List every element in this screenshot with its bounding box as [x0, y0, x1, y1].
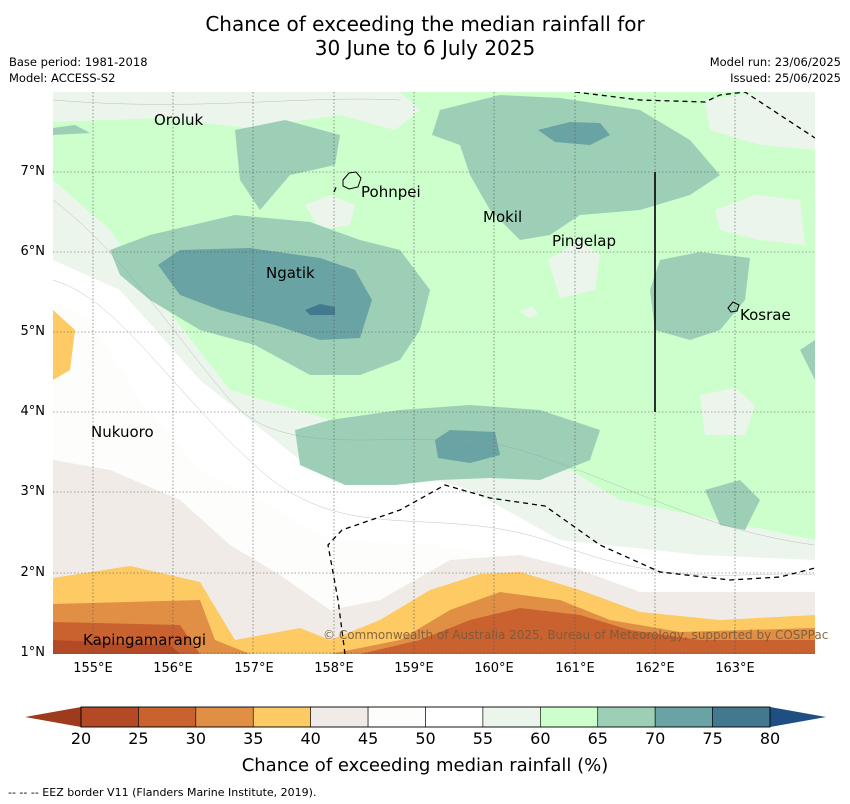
lat-label-7n: 7°N: [20, 164, 46, 179]
colorbar-segment: [252, 706, 311, 728]
colorbar-segment: [712, 706, 771, 728]
eez-border: [327, 92, 815, 654]
lat-label-6n: 6°N: [20, 244, 46, 259]
band-20: [53, 640, 180, 654]
lat-label-4n: 4°N: [20, 404, 46, 419]
place-kapingamarangi: Kapingamarangi: [83, 631, 207, 649]
lon-label-162: 162°E: [635, 661, 675, 676]
patch-d: [715, 195, 805, 245]
ngatik-75: [305, 304, 335, 315]
graticule: [53, 92, 815, 654]
mokil-atoll-patch: [520, 306, 538, 318]
kosrae-65: [650, 252, 750, 340]
patch-b: [548, 240, 600, 298]
colorbar-segment: [654, 706, 713, 728]
colorbar-tick-label: 65: [587, 729, 608, 748]
lon-label-161: 161°E: [555, 661, 595, 676]
patch-a: [305, 195, 355, 230]
colorbar-tick-label: 50: [415, 729, 436, 748]
colorbar-segment: [425, 706, 484, 728]
place-mokil: Mokil: [483, 208, 523, 226]
kosrae-island: [727, 301, 740, 313]
se-65: [705, 480, 760, 530]
colorbar-tick-label: 30: [185, 729, 207, 748]
place-oroluk: Oroluk: [154, 111, 204, 129]
contour-lines: [53, 98, 815, 576]
place-ngatik: Ngatik: [266, 264, 315, 282]
colorbar-segment: [482, 706, 541, 728]
meta-right: Model run: 23/06/2025 Issued: 25/06/2025: [710, 54, 841, 86]
colorbar-segment: [80, 706, 139, 728]
patch-e: [705, 92, 815, 150]
lat-label-2n: 2°N: [20, 565, 46, 580]
place-pohnpei: Pohnpei: [361, 183, 421, 201]
colorbar-segment: [597, 706, 656, 728]
band-25: [53, 608, 815, 654]
colorbar-label: Chance of exceeding median rainfall (%): [241, 755, 609, 776]
lon-label-163: 163°E: [715, 661, 755, 676]
ngatik-70: [158, 248, 372, 340]
band-40: [53, 460, 815, 654]
map-title: Chance of exceeding the median rainfall …: [0, 12, 850, 60]
lon-label-155: 155°E: [73, 661, 113, 676]
colorbar-outline: [80, 706, 771, 728]
lat-label-3n: 3°N: [20, 484, 46, 499]
mokil-65: [432, 95, 720, 240]
colorbar-tick-label: 75: [702, 729, 723, 748]
colorbar-tick-label: 70: [644, 729, 666, 748]
north-65: [235, 120, 340, 210]
eez-footnote: -- -- -- EEZ border V11 (Flanders Marine…: [8, 786, 317, 799]
colorbar-tick-label: 20: [70, 729, 92, 748]
colorbar-tick-label: 45: [357, 729, 379, 748]
patch-c: [700, 388, 755, 435]
nw-65: [53, 125, 90, 135]
pohnpei-island: [342, 171, 362, 190]
lon-label-160: 160°E: [474, 661, 514, 676]
place-pingelap: Pingelap: [552, 232, 617, 250]
lat-label-1n: 1°N: [20, 645, 46, 660]
lon-label-158: 158°E: [314, 661, 354, 676]
model-name: Model: ACCESS-S2: [9, 71, 116, 85]
issued-date: Issued: 25/06/2025: [730, 71, 841, 85]
colorbar-tick-label: 60: [530, 729, 551, 748]
title-line-2: 30 June to 6 July 2025: [314, 36, 536, 60]
east-65: [800, 340, 815, 380]
west-blob: [53, 310, 75, 380]
colorbar: [25, 706, 826, 728]
place-kosrae: Kosrae: [740, 306, 791, 324]
contour-fill: [53, 92, 815, 654]
colorbar-tick-label: 80: [759, 729, 781, 748]
band-55-top: [53, 92, 420, 130]
colorbar-segment: [540, 706, 599, 728]
copyright-notice: © Commonwealth of Australia 2025, Bureau…: [323, 628, 829, 642]
mokil-70: [538, 122, 610, 145]
south-70: [435, 430, 500, 463]
lon-label-156: 156°E: [153, 661, 193, 676]
colorbar-segment: [367, 706, 426, 728]
colorbar-tick-label: 25: [128, 729, 149, 748]
lon-label-157: 157°E: [234, 661, 274, 676]
colorbar-under-arrow: [25, 707, 81, 727]
colorbar-segment: [195, 706, 254, 728]
title-line-1: Chance of exceeding the median rainfall …: [205, 12, 645, 36]
meta-left: Base period: 1981-2018 Model: ACCESS-S2: [9, 54, 148, 86]
colorbar-over-arrow: [770, 707, 826, 727]
colorbar-tick-label: 40: [300, 729, 321, 748]
colorbar-tick-label: 55: [472, 729, 494, 748]
lat-label-5n: 5°N: [20, 324, 46, 339]
place-nukuoro: Nukuoro: [91, 423, 154, 441]
colorbar-segment: [310, 706, 369, 728]
model-run: Model run: 23/06/2025: [709, 55, 841, 69]
colorbar-tick-label: 35: [243, 729, 264, 748]
lon-label-159: 159°E: [394, 661, 434, 676]
base-period: Base period: 1981-2018: [9, 55, 148, 69]
colorbar-segment: [138, 706, 197, 728]
colorbar-segments: [80, 706, 771, 728]
